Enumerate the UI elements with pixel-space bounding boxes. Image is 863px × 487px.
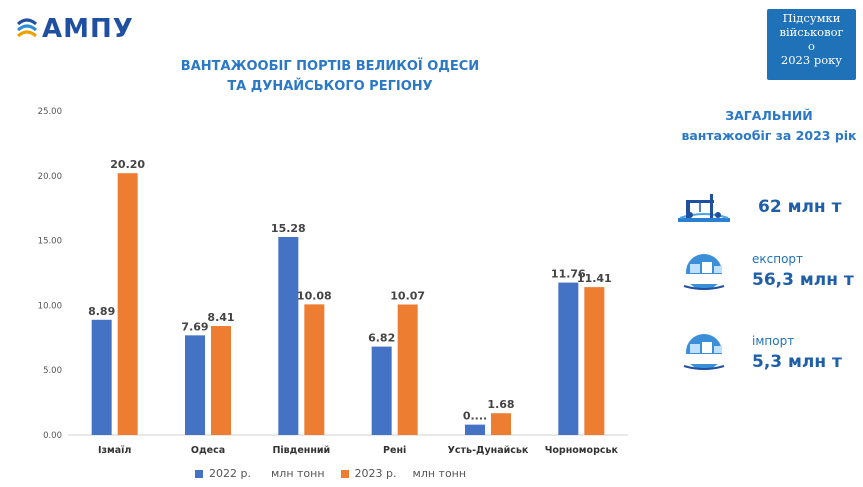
y-tick-label: 15.00 xyxy=(38,237,62,247)
port-crane-icon xyxy=(678,194,730,222)
total-title-line-1: ЗАГАЛЬНИЙ xyxy=(725,108,813,123)
legend-unit-2022: млн тонн xyxy=(270,467,325,480)
export-label: експорт xyxy=(752,252,804,266)
bar-2022 xyxy=(91,319,112,435)
bar-2023 xyxy=(584,287,605,435)
bar-2022 xyxy=(185,335,205,435)
legend-label-2022: 2022 р. xyxy=(209,467,251,480)
bar-2023 xyxy=(117,173,138,435)
bar-data-label: 8.41 xyxy=(207,311,234,324)
import-label: імпорт xyxy=(752,334,795,348)
x-tick-label: Ізмаїл xyxy=(98,445,131,456)
import-value: 5,3 млн т xyxy=(752,352,842,372)
chart-title-line-1: ВАНТАЖООБІГ ПОРТІВ ВЕЛИКОЇ ОДЕСИ xyxy=(180,59,480,74)
bar-data-label: 0.... xyxy=(463,410,487,423)
summary-line-1: Підсумки xyxy=(782,11,841,25)
y-tick-label: 0.00 xyxy=(43,431,62,441)
chart-title-line-2: ТА ДУНАЙСЬКОГО РЕГІОНУ xyxy=(227,79,433,94)
bar-data-label: 10.08 xyxy=(297,289,332,302)
bar-2022 xyxy=(278,236,299,435)
y-tick-label: 20.00 xyxy=(38,172,62,182)
summary-line-3: о xyxy=(808,39,815,53)
logo-text: АМПУ xyxy=(42,14,134,44)
x-tick-label: Чорноморськ xyxy=(545,445,619,456)
bar-2022 xyxy=(558,282,579,435)
x-tick-label: Одеса xyxy=(191,445,225,456)
bar-2023 xyxy=(211,326,231,435)
bar-data-label: 10.07 xyxy=(390,289,425,302)
chart-legend: 2022 р. млн тонн 2023 р. млн тонн xyxy=(195,467,466,480)
bar-data-label: 1.68 xyxy=(487,398,514,411)
bar-data-label: 6.82 xyxy=(368,332,395,345)
bar-2023 xyxy=(397,304,418,435)
bar-2022 xyxy=(371,346,392,435)
legend-unit-2023: млн тонн xyxy=(412,467,467,480)
x-tick-label: Рені xyxy=(383,445,406,456)
total-title: ЗАГАЛЬНИЙ вантажообіг за 2023 рік xyxy=(680,106,858,146)
bar-data-label: 7.69 xyxy=(181,320,208,333)
summary-box: Підсумки військовог о 2023 року xyxy=(767,9,856,80)
bar-data-label: 15.28 xyxy=(271,222,306,235)
legend-item-2022: 2022 р. млн тонн xyxy=(195,467,325,480)
bar-2023 xyxy=(304,304,325,435)
legend-swatch-2022 xyxy=(195,469,203,478)
legend-label-2023: 2023 р. xyxy=(354,467,397,480)
bar-2023 xyxy=(491,413,511,435)
summary-line-2: військовог xyxy=(779,25,844,39)
x-tick-label: Південний xyxy=(272,445,330,456)
bar-data-label: 11.76 xyxy=(551,268,586,281)
total-value: 62 млн т xyxy=(758,197,842,217)
bar-data-label: 8.89 xyxy=(88,305,115,318)
export-value: 56,3 млн т xyxy=(752,270,854,290)
cargo-ship-icon xyxy=(682,254,726,290)
bar-chart: 0.00 5.00 10.00 15.00 20.00 25.00 8.89 20.20 Ізм… xyxy=(38,107,628,456)
cargo-ship-icon xyxy=(682,334,726,370)
summary-line-4: 2023 року xyxy=(780,53,843,67)
legend-item-2023: 2023 р. млн тонн xyxy=(340,467,467,480)
y-tick-label: 10.00 xyxy=(38,301,62,311)
x-tick-label: Усть-Дунайськ xyxy=(448,445,529,456)
logo-mark xyxy=(17,18,37,38)
bar-data-label: 11.41 xyxy=(577,272,612,285)
y-tick-label: 5.00 xyxy=(43,366,62,376)
chart-title: ВАНТАЖООБІГ ПОРТІВ ВЕЛИКОЇ ОДЕСИ ТА ДУНА… xyxy=(150,57,510,97)
bar-data-label: 20.20 xyxy=(110,158,145,171)
bar-2022 xyxy=(465,424,485,435)
legend-swatch-2023 xyxy=(340,469,349,478)
y-tick-label: 25.00 xyxy=(38,107,62,117)
ampu-logo xyxy=(17,18,37,38)
total-title-line-2: вантажообіг за 2023 рік xyxy=(681,128,857,143)
